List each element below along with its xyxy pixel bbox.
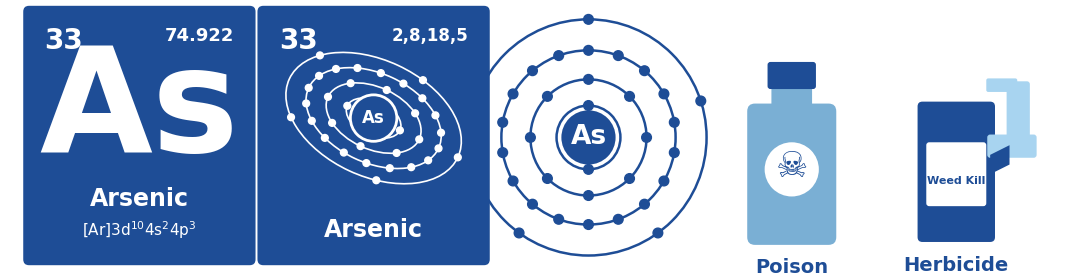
Circle shape [288, 114, 295, 121]
Circle shape [408, 164, 415, 171]
Text: Poison: Poison [755, 258, 828, 277]
Circle shape [696, 96, 706, 106]
Circle shape [316, 52, 324, 59]
Circle shape [396, 127, 403, 134]
Circle shape [378, 70, 384, 76]
Circle shape [584, 191, 593, 200]
Circle shape [669, 148, 679, 157]
Circle shape [527, 199, 537, 209]
FancyBboxPatch shape [258, 6, 490, 265]
Circle shape [351, 95, 396, 141]
Circle shape [640, 199, 650, 209]
Text: Herbicide: Herbicide [903, 256, 1009, 276]
Circle shape [514, 228, 524, 238]
Circle shape [625, 92, 635, 101]
Text: As: As [40, 41, 239, 182]
Circle shape [432, 112, 439, 119]
Circle shape [419, 77, 427, 83]
Circle shape [393, 150, 400, 156]
Circle shape [584, 74, 593, 84]
Circle shape [642, 133, 651, 142]
Circle shape [438, 129, 444, 136]
Circle shape [303, 100, 310, 107]
Circle shape [498, 118, 508, 127]
Circle shape [543, 174, 552, 183]
Circle shape [309, 117, 315, 124]
Text: ☠: ☠ [775, 150, 808, 185]
Circle shape [340, 149, 348, 156]
Circle shape [471, 96, 481, 106]
FancyBboxPatch shape [1006, 81, 1030, 140]
Circle shape [348, 80, 354, 87]
Circle shape [660, 89, 669, 99]
Circle shape [584, 15, 593, 24]
Circle shape [640, 66, 650, 76]
Circle shape [527, 66, 537, 76]
Circle shape [613, 214, 623, 224]
Circle shape [383, 87, 390, 94]
Circle shape [425, 157, 431, 164]
Text: Weed Kill: Weed Kill [927, 176, 986, 186]
Circle shape [455, 154, 461, 161]
Text: 33: 33 [278, 27, 317, 55]
Circle shape [653, 228, 663, 238]
Circle shape [525, 133, 535, 142]
Circle shape [508, 176, 518, 186]
Circle shape [625, 174, 635, 183]
Circle shape [765, 142, 819, 197]
Circle shape [344, 102, 351, 109]
Circle shape [435, 145, 442, 152]
Circle shape [322, 134, 328, 141]
Circle shape [357, 143, 364, 150]
FancyBboxPatch shape [988, 134, 1036, 158]
Text: 74.922: 74.922 [165, 27, 234, 45]
Circle shape [584, 220, 593, 229]
Circle shape [553, 214, 563, 224]
Circle shape [416, 136, 422, 143]
Circle shape [400, 80, 407, 87]
FancyBboxPatch shape [747, 104, 836, 245]
FancyBboxPatch shape [768, 62, 815, 89]
Circle shape [387, 165, 393, 172]
Circle shape [332, 66, 339, 72]
Text: As: As [362, 109, 384, 127]
Circle shape [584, 101, 593, 110]
Text: 33: 33 [44, 27, 83, 55]
Text: $\mathregular{[Ar]3d^{10}4s^{2}4p^{3}}$: $\mathregular{[Ar]3d^{10}4s^{2}4p^{3}}$ [82, 220, 197, 241]
Circle shape [363, 160, 369, 167]
Text: As: As [571, 124, 606, 150]
Circle shape [660, 176, 669, 186]
Circle shape [669, 118, 679, 127]
Circle shape [354, 65, 361, 71]
FancyBboxPatch shape [23, 6, 256, 265]
Circle shape [553, 51, 563, 60]
Circle shape [543, 92, 552, 101]
Text: Arsenic: Arsenic [324, 218, 423, 242]
Circle shape [561, 110, 615, 165]
Circle shape [373, 177, 380, 184]
Circle shape [613, 51, 623, 60]
Circle shape [305, 85, 312, 91]
Circle shape [584, 45, 593, 55]
Text: Arsenic: Arsenic [90, 187, 188, 211]
Text: 2,8,18,5: 2,8,18,5 [392, 27, 469, 45]
Circle shape [412, 110, 418, 117]
FancyBboxPatch shape [987, 78, 1017, 92]
Circle shape [508, 89, 518, 99]
Circle shape [584, 165, 593, 174]
Polygon shape [990, 145, 1009, 174]
FancyBboxPatch shape [771, 79, 812, 114]
Circle shape [325, 94, 331, 100]
FancyBboxPatch shape [917, 102, 995, 242]
Circle shape [498, 148, 508, 157]
Circle shape [315, 73, 323, 79]
FancyBboxPatch shape [926, 142, 987, 206]
Circle shape [419, 95, 426, 102]
Circle shape [329, 120, 336, 126]
